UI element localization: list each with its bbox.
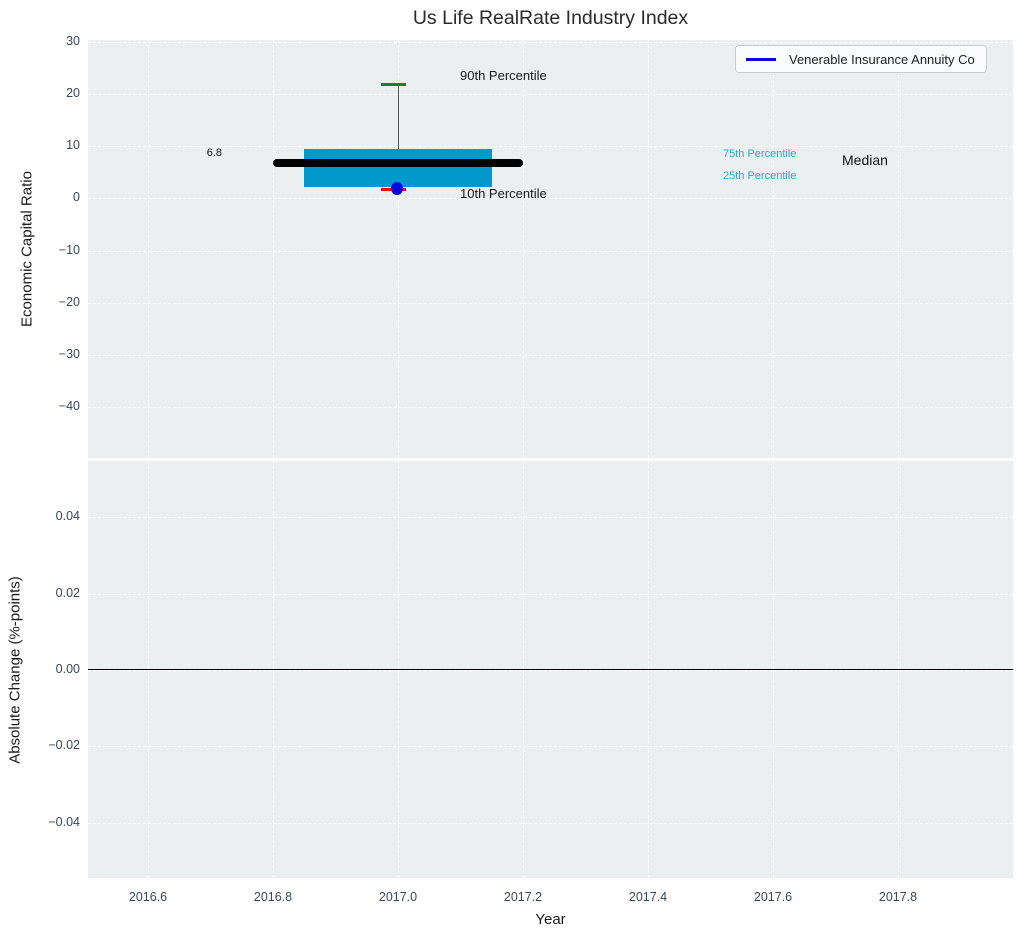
- h-gridline: [88, 517, 1013, 519]
- x-tick-label: 2016.6: [128, 890, 168, 904]
- cap-90th-percentile: [380, 82, 406, 86]
- upper-plot-area: [88, 40, 1013, 458]
- y-tick-label: −20: [58, 294, 80, 309]
- label-25th-percentile: 25th Percentile: [723, 170, 797, 182]
- h-gridline: [88, 146, 1013, 148]
- company-point-dot: [390, 181, 403, 195]
- h-gridline: [88, 670, 1013, 672]
- iqr-box: [304, 148, 492, 187]
- legend-label: Venerable Insurance Annuity Co: [789, 51, 975, 67]
- x-axis-label: Year: [535, 911, 566, 928]
- label-75th-percentile: 75th Percentile: [723, 148, 797, 160]
- y-tick-label: −0.04: [48, 814, 80, 829]
- v-gridline: [773, 40, 774, 458]
- label-90th-percentile: 90th Percentile: [460, 68, 547, 83]
- y-tick-label: 10: [66, 138, 80, 153]
- y-tick-label: −0.02: [48, 738, 80, 753]
- h-gridline: [88, 302, 1013, 304]
- legend: Venerable Insurance Annuity Co: [735, 45, 987, 73]
- y-tick-label: 0.00: [55, 662, 80, 677]
- h-gridline: [88, 198, 1013, 200]
- h-gridline: [88, 94, 1013, 96]
- zero-line: [88, 669, 1013, 671]
- h-gridline: [88, 354, 1013, 356]
- h-gridline: [88, 822, 1013, 824]
- v-gridline: [398, 40, 399, 458]
- v-gridline: [523, 40, 524, 458]
- y-tick-label: −40: [58, 398, 80, 413]
- x-tick-label: 2017.4: [628, 890, 668, 904]
- label-10th-percentile: 10th Percentile: [460, 186, 547, 201]
- v-gridline: [898, 40, 899, 458]
- y-tick-label: 0.04: [55, 509, 80, 524]
- h-gridline: [88, 593, 1013, 595]
- x-tick-label: 2017.6: [753, 890, 793, 904]
- v-gridline: [148, 40, 149, 458]
- h-gridline: [88, 406, 1013, 408]
- label-median: Median: [842, 152, 888, 168]
- whisker-line: [397, 84, 399, 190]
- y-tick-label: 0.02: [55, 585, 80, 600]
- y-tick-label: −30: [58, 346, 80, 361]
- label-median-value: 6.8: [206, 147, 222, 159]
- x-tick-label: 2016.8: [253, 890, 293, 904]
- x-tick-label: 2017.2: [503, 890, 543, 904]
- v-gridline: [273, 40, 274, 458]
- v-gridline: [648, 40, 649, 458]
- h-gridline: [88, 42, 1013, 44]
- x-tick-label: 2017.8: [878, 890, 918, 904]
- y-tick-label: −10: [58, 242, 80, 257]
- median-line: [273, 159, 523, 167]
- legend-line-icon: [746, 57, 776, 61]
- y-tick-label: 0: [73, 190, 80, 205]
- chart-title: Us Life RealRate Industry Index: [412, 7, 689, 29]
- h-gridline: [88, 746, 1013, 748]
- h-gridline: [88, 250, 1013, 252]
- y-tick-label: 20: [66, 86, 80, 101]
- y-tick-label: 30: [66, 34, 80, 49]
- x-tick-label: 2017.0: [378, 890, 418, 904]
